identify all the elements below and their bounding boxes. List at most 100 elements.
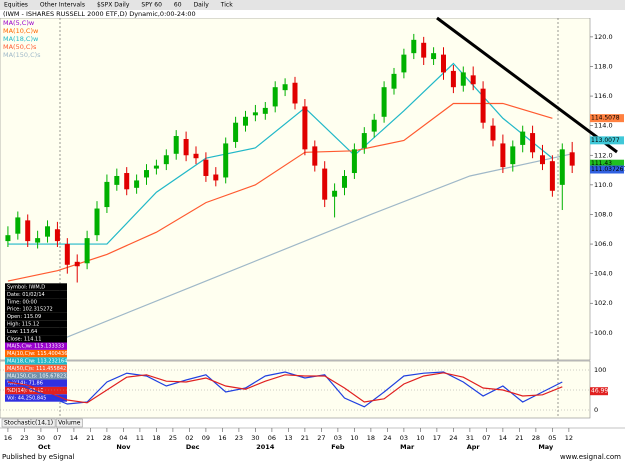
x-tick-label: 02 (185, 434, 193, 442)
x-tick-label: 14 (70, 434, 78, 442)
info-row-bg (5, 349, 67, 358)
toolbar-item[interactable]: SPY 60 (141, 2, 162, 9)
candle-body (153, 165, 159, 169)
info-row-bg (5, 357, 67, 365)
candle-body (411, 39, 417, 54)
price-pane (0, 17, 591, 361)
x-tick-label: 06 (268, 434, 276, 442)
month-label: 2014 (256, 443, 275, 451)
legend-entry: MA(18,C)w (3, 35, 39, 43)
candle-body (361, 133, 367, 148)
x-tick-label: 21 (301, 434, 309, 442)
info-row-bg (5, 394, 67, 402)
candle-body (124, 173, 130, 190)
tab-bg[interactable] (1, 418, 56, 428)
x-tick-label: 18 (152, 434, 160, 442)
candle-body (341, 175, 347, 188)
x-tick-label: 21 (86, 434, 94, 442)
candle-body (64, 244, 70, 265)
month-label: Feb (331, 443, 345, 451)
candle-body (292, 82, 298, 104)
candle-body (183, 138, 189, 156)
tab[interactable]: Stochastic(14,1) (4, 420, 53, 427)
month-label: Apr (467, 443, 481, 451)
toolbar-item[interactable]: Daily (194, 2, 210, 9)
month-label: Nov (116, 443, 131, 451)
candle-body (262, 107, 268, 114)
candle-body (45, 226, 51, 237)
info-row-bg (5, 379, 67, 387)
x-tick-label: 07 (482, 434, 490, 442)
candle-body (421, 42, 427, 58)
stoch-tick-label: 0 (594, 406, 598, 414)
candle-body (213, 174, 219, 181)
candle-body (134, 180, 140, 188)
candle-body (233, 122, 239, 142)
tab[interactable]: Volume (58, 420, 81, 427)
candle-body (559, 149, 565, 185)
candle-body (114, 175, 120, 185)
price-flag-label: 114.5078 (591, 115, 620, 122)
x-tick-label: 21 (515, 434, 523, 442)
price-flag-label: 111.43 (591, 160, 612, 167)
toolbar-item[interactable]: Other Intervals (40, 2, 85, 9)
y-tick-label: 104.0 (594, 270, 613, 278)
info-row: Open: 115.09 (7, 314, 41, 320)
candle-body (569, 152, 575, 166)
info-row-bg (5, 342, 67, 350)
x-tick-label: 10 (350, 434, 358, 442)
chart-title: (IWM - ISHARES RUSSELL 2000 ETF,D) Dynam… (3, 10, 196, 18)
y-tick-label: 116.0 (594, 92, 613, 100)
month-label: Mar (400, 443, 415, 451)
candle-body (5, 235, 11, 242)
footer-left: Published by eSignal (2, 453, 75, 461)
candle-body (173, 136, 179, 154)
x-tick-label: 30 (251, 434, 259, 442)
toolbar-item[interactable]: $SPX Daily (97, 2, 130, 9)
x-tick-label: 05 (548, 434, 556, 442)
stoch-line (7, 372, 563, 404)
ma-line (40, 153, 573, 349)
x-tick-label: 07 (53, 434, 61, 442)
stoch-line (7, 371, 563, 408)
toolbar-item[interactable]: Tick (220, 2, 233, 9)
candle-body (351, 149, 357, 174)
candle-body (193, 153, 199, 159)
x-tick-label: 04 (119, 434, 127, 442)
info-row-bg (5, 283, 67, 291)
x-tick-label: 12 (565, 434, 573, 442)
candle-body (539, 155, 545, 165)
candle-body (15, 217, 21, 234)
candle-body (282, 84, 288, 91)
x-tick-label: 24 (449, 434, 457, 442)
toolbar-item[interactable]: Equities (4, 2, 28, 9)
info-row-bg (5, 372, 67, 380)
tab-bg[interactable] (55, 418, 83, 428)
x-tick-label: 28 (103, 434, 111, 442)
info-row-bg (5, 290, 67, 299)
candle-body (381, 87, 387, 117)
month-label: Dec (186, 443, 200, 451)
candle-body (470, 75, 476, 85)
info-row: MA(18,C)w: 113.232164 (7, 359, 67, 365)
x-tick-label: 17 (433, 434, 441, 442)
month-label: May (538, 443, 554, 451)
candle-body (312, 146, 318, 166)
info-row-bg (5, 298, 67, 306)
candle-body (35, 238, 41, 243)
stoch-pane (0, 360, 591, 419)
info-row-bg (5, 327, 67, 336)
x-tick-label: 09 (202, 434, 210, 442)
candle-body (104, 181, 110, 208)
toolbar-item[interactable]: 60 (174, 2, 182, 9)
info-row-bg (5, 320, 67, 328)
y-tick-label: 110.0 (594, 181, 613, 189)
candle-body (163, 155, 169, 165)
candle-body (401, 54, 407, 73)
info-row-bg (5, 364, 67, 373)
candle-body (490, 125, 496, 141)
x-tick-label: 30 (37, 434, 45, 442)
x-tick-label: 31 (466, 434, 474, 442)
info-row: Low: 113.64 (7, 329, 37, 335)
